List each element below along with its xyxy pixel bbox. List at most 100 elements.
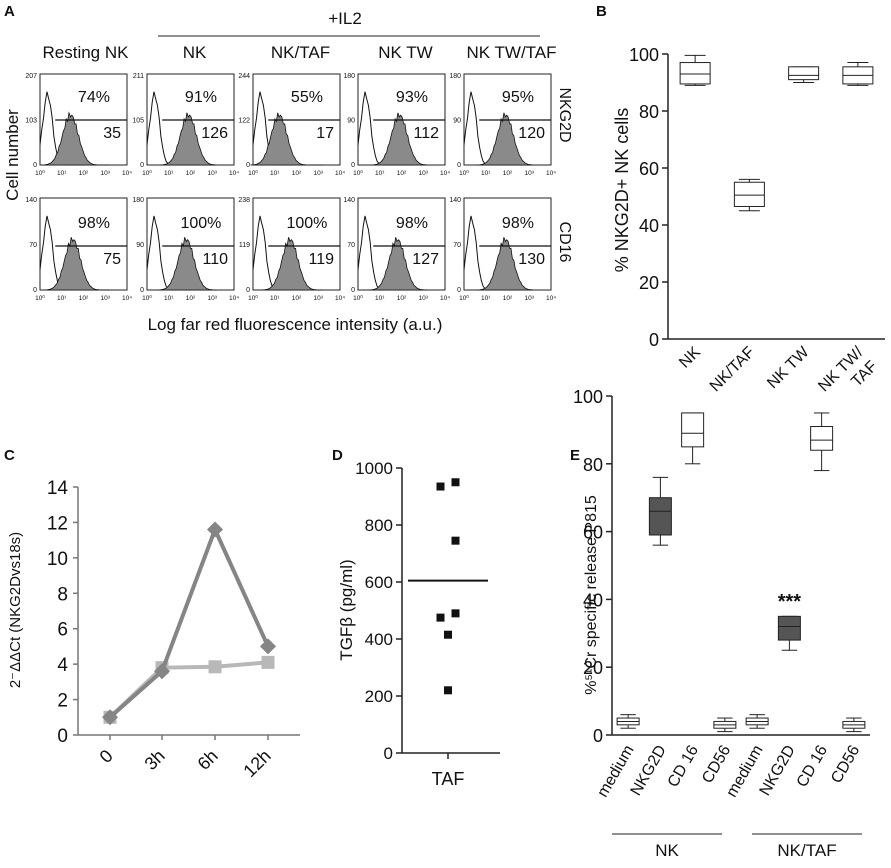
y-tick-max: 180 [449,73,461,80]
y-tick-mid: 119 [239,242,250,249]
y-tick-zero: 0 [246,287,250,294]
y-tick-zero: 0 [351,162,355,169]
x-tick-label: 6h [194,746,222,774]
y-tick-zero: 0 [140,162,144,169]
row-label-cd16: CD16 [556,222,573,263]
marker-diamond [207,521,223,538]
mfi-label: 110 [202,251,228,268]
y-tick-label: 6 [57,620,68,641]
x-tick-label: 10² [79,170,89,177]
panel-b-ylabel: % NKG2D+ NK cells [612,108,632,273]
x-tick-label: 10¹ [57,170,67,177]
stained-histogram [159,112,217,166]
x-tick-label: 10³ [101,295,111,302]
x-tick-label: 10² [292,170,302,177]
mfi-label: 75 [103,251,121,268]
column-title: NK/TAF [271,43,330,62]
stained-histogram [370,112,428,166]
y-tick-max: 244 [238,73,250,80]
y-tick-label: 10 [47,549,68,570]
y-tick-max: 140 [25,197,37,204]
box-2 [788,66,820,81]
category-label: CD 16 [665,742,702,790]
x-tick-label: 10³ [101,170,111,177]
panel-letter-a: A [4,3,15,20]
x-tick-label: 10² [79,295,89,302]
mfi-label: 119 [308,251,334,268]
percent-positive-label: 100% [286,215,327,232]
x-tick-label: 10¹ [164,170,174,177]
y-tick-mid: 122 [238,118,250,125]
x-tick-label: 10⁰ [142,169,152,177]
group-label-nktaf: NK/TAF [777,841,836,860]
box-1 [733,181,765,207]
category-label: CD56 [828,742,863,786]
percent-positive-label: 98% [78,215,110,232]
x-tick-label: 10² [186,170,196,177]
panel-d-ylabel: TGFβ (pg/ml) [337,559,356,660]
x-tick-label: 10⁰ [248,294,258,302]
y-tick-mid: 70 [29,242,37,249]
y-tick-mid: 90 [347,118,355,125]
percent-positive-label: 74% [78,89,110,106]
y-tick-label: 40 [639,216,659,236]
x-tick-label: 10³ [314,170,324,177]
y-tick-label: 200 [365,687,393,706]
panel-d-xlabel: TAF [432,769,465,789]
category-label: NK [676,344,704,372]
x-tick-label: 10³ [314,295,324,302]
panel-c-ylabel: 2⁻ΔΔCt (NKG2Dvs18s) [7,532,24,688]
panel-letter-e: E [570,447,580,464]
panel-e-ylabel: %⁵¹Cr specific release P815 [583,495,600,695]
y-tick-label: 80 [583,455,603,475]
marker-diamond [260,638,276,655]
x-tick-label: 10³ [419,170,429,177]
panel-e-boxplot: %⁵¹Cr specific release P815 NK NK/TAF 0 2… [573,387,870,860]
percent-positive-label: 98% [396,215,428,232]
stained-histogram [44,237,102,291]
stained-histogram [261,237,319,291]
category-label: NK TW [764,343,813,392]
box-6 [810,426,834,451]
x-tick-label: 10⁰ [353,294,363,302]
y-tick-mid: 103 [25,118,37,125]
mfi-label: 17 [316,125,334,142]
x-tick-label: 10¹ [375,170,385,177]
y-tick-label: 8 [57,584,68,605]
data-point [451,478,460,487]
x-tick-label: 10² [503,295,513,302]
x-tick-label: 12h [239,746,274,781]
box-5 [777,615,801,641]
y-tick-mid: 105 [132,118,144,125]
y-tick-zero: 0 [457,162,461,169]
category-label: NK/TAF [707,344,759,396]
x-tick-label: 10¹ [375,295,385,302]
x-tick-label: 10⁰ [35,294,45,302]
x-tick-label: 10⁴ [440,170,450,177]
mfi-label: 112 [413,125,439,142]
mfi-label: 126 [201,125,228,142]
column-title: NK TW [378,43,432,62]
significance-annotation: *** [778,591,802,613]
stained-histogram [250,112,308,166]
y-tick-label: 0 [57,726,68,747]
y-tick-label: 0 [384,744,393,763]
y-tick-label: 100 [629,45,659,65]
y-tick-max: 140 [343,197,355,204]
column-title: NK TW/TAF [466,43,556,62]
mfi-label: 130 [518,251,545,268]
y-tick-label: 0 [593,726,603,746]
y-tick-mid: 70 [347,242,355,249]
y-tick-max: 207 [25,73,37,80]
panel-letter-b: B [596,3,607,20]
y-tick-max: 238 [238,197,250,204]
y-tick-label: 1000 [355,459,393,478]
y-tick-zero: 0 [140,287,144,294]
y-tick-zero: 0 [457,287,461,294]
mfi-label: 35 [103,125,121,142]
x-tick-label: 10⁴ [335,295,345,302]
y-tick-label: 400 [365,630,393,649]
stained-histogram [157,237,215,291]
